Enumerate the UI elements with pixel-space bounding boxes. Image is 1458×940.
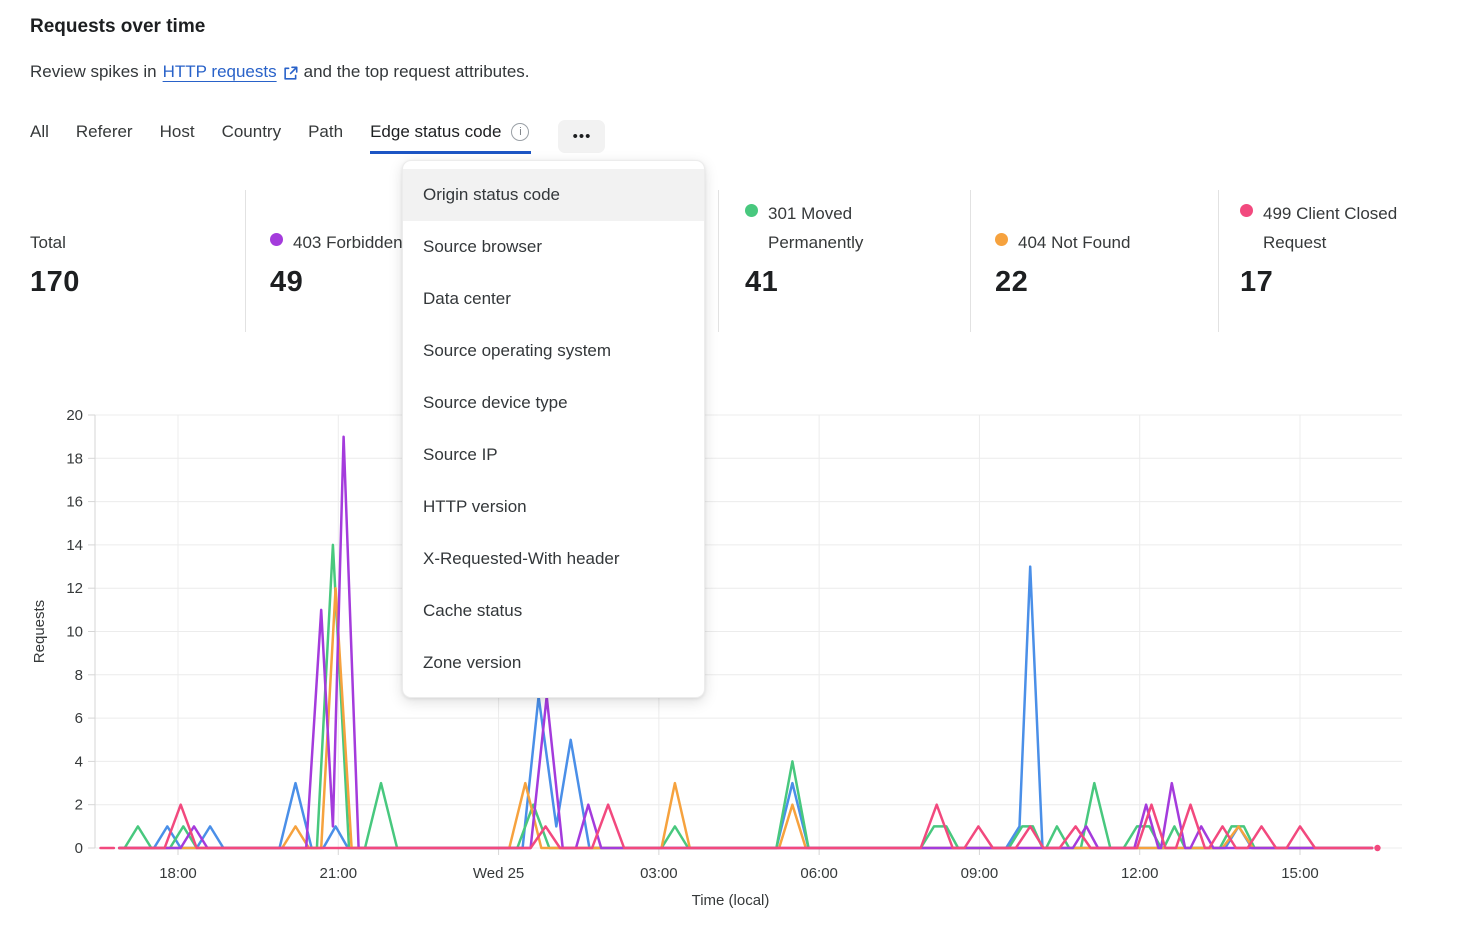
y-tick-label: 2 xyxy=(75,797,83,814)
y-tick-label: 14 xyxy=(66,537,83,554)
subtitle-suffix: and the top request attributes. xyxy=(303,62,530,81)
stat-card-403-forbidden: 403 Forbidden 49 xyxy=(270,192,470,299)
legend-dot-403-forbidden xyxy=(270,233,283,247)
x-tick-label: 21:00 xyxy=(320,865,358,882)
subtitle-prefix: Review spikes in xyxy=(30,62,157,81)
tab-host[interactable]: Host xyxy=(159,122,195,141)
stat-label: 499 Client Closed Request xyxy=(1263,203,1398,253)
legend-dot-301-moved-permanently xyxy=(745,203,758,217)
menu-item-zone-version[interactable]: Zone version xyxy=(423,653,522,672)
dropdown-menu: Origin status code Source browser Data cen… xyxy=(402,160,705,698)
tabs-row: All Referer Host Country Path Edge status cod… xyxy=(30,120,606,154)
stat-value: 41 xyxy=(745,266,779,298)
more-tabs-button[interactable]: ••• xyxy=(558,120,606,153)
stat-value: 17 xyxy=(1240,266,1274,298)
tab-referer[interactable]: Referer xyxy=(75,122,133,141)
y-tick-label: 0 xyxy=(75,840,83,857)
info-icon[interactable]: i xyxy=(511,123,530,141)
series-line-499-client-closed-request xyxy=(117,803,1374,850)
series-line-403-forbidden xyxy=(117,435,1374,850)
y-tick-label: 12 xyxy=(66,580,83,597)
chart-svg: 0 2 4 6 8 10 12 14 16 18 20 18:00 21:00 Wed 25 03:00 06… xyxy=(31,407,1402,909)
x-tick-label: 12:00 xyxy=(1121,865,1159,882)
stat-value: 170 xyxy=(30,266,80,298)
x-tick-label: 15:00 xyxy=(1281,865,1319,882)
stat-value: 22 xyxy=(995,266,1029,298)
stat-divider xyxy=(718,190,719,332)
y-tick-label: 18 xyxy=(66,450,83,467)
stat-card-301-moved-permanently: 301 Moved Permanently 41 xyxy=(745,192,945,299)
menu-item-source-browser[interactable]: Source browser xyxy=(423,237,543,256)
menu-item-http-version[interactable]: HTTP version xyxy=(423,497,527,516)
legend-dot-404-not-found xyxy=(995,233,1008,247)
tab-edge-status-code[interactable]: Edge status code xyxy=(370,122,502,141)
menu-item-source-operating-system[interactable]: Source operating system xyxy=(423,341,612,360)
stat-label: 404 Not Found xyxy=(1018,233,1131,253)
y-tick-label: 20 xyxy=(66,407,83,424)
series-end-dot-499-client-closed-request xyxy=(1374,844,1381,852)
subtitle: Review spikes in HTTP requests and the t… xyxy=(30,62,530,82)
stat-divider xyxy=(245,190,246,332)
active-tab-group: Edge status code i xyxy=(370,120,532,154)
menu-item-source-device-type[interactable]: Source device type xyxy=(423,393,568,412)
menu-item-data-center[interactable]: Data center xyxy=(423,289,511,308)
stat-card-total: Total 170 xyxy=(30,192,230,299)
stat-value: 49 xyxy=(270,266,304,298)
y-tick-label: 6 xyxy=(75,710,83,727)
tab-path[interactable]: Path xyxy=(308,122,344,141)
y-axis-title: Requests xyxy=(31,600,48,663)
series-line-301-moved-permanently xyxy=(117,543,1374,850)
y-tick-label: 4 xyxy=(75,753,83,770)
stat-divider xyxy=(970,190,971,332)
stat-label: Total xyxy=(30,233,66,253)
stat-divider xyxy=(1218,190,1219,332)
y-tick-label: 10 xyxy=(66,624,83,641)
requests-over-time-chart: 0 2 4 6 8 10 12 14 16 18 20 18:00 21:00 Wed 25 03:00 06… xyxy=(0,395,1458,920)
series-line-label-hidden-by-open-menu xyxy=(117,565,1374,850)
menu-item-cache-status[interactable]: Cache status xyxy=(423,601,523,620)
menu-item-source-ip[interactable]: Source IP xyxy=(423,445,498,464)
menu-item-x-requested-with-header[interactable]: X-Requested-With header xyxy=(423,549,620,568)
stat-card-499-client-closed-request: 499 Client Closed Request 17 xyxy=(1240,192,1440,299)
legend-dot-499-client-closed-request xyxy=(1240,203,1253,217)
x-tick-label: 06:00 xyxy=(800,865,838,882)
external-link-icon xyxy=(283,65,298,81)
page-title: Requests over time xyxy=(30,16,206,37)
x-tick-label: 09:00 xyxy=(961,865,999,882)
tab-all[interactable]: All xyxy=(30,122,49,141)
y-tick-label: 8 xyxy=(75,667,83,684)
x-tick-label: Wed 25 xyxy=(473,865,524,882)
tab-country[interactable]: Country xyxy=(221,122,282,141)
http-requests-link[interactable]: HTTP requests xyxy=(162,62,277,81)
menu-item-origin-status-code[interactable]: Origin status code xyxy=(403,169,704,221)
x-tick-label: 03:00 xyxy=(640,865,678,882)
stat-label: 301 Moved Permanently xyxy=(768,203,864,253)
x-axis-title: Time (local) xyxy=(692,892,770,909)
y-tick-label: 16 xyxy=(66,494,83,511)
stat-label: 403 Forbidden xyxy=(293,233,403,253)
x-tick-label: 18:00 xyxy=(159,865,197,882)
stat-card-404-not-found: 404 Not Found 22 xyxy=(995,192,1195,299)
